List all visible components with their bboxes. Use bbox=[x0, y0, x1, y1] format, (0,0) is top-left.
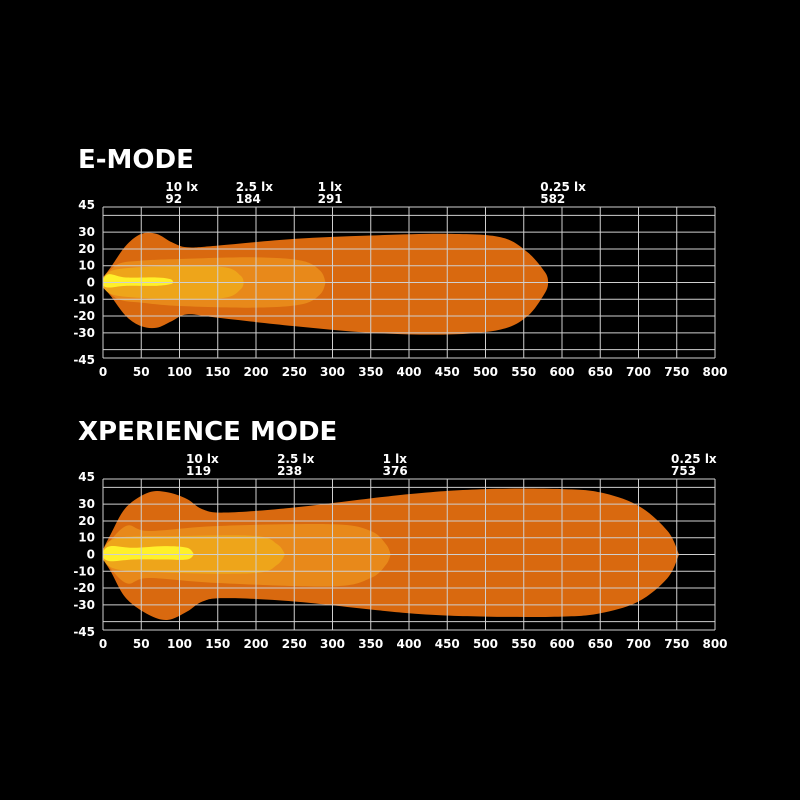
isolux-distance: 238 bbox=[277, 464, 302, 478]
isolux-contour-10-lx bbox=[103, 546, 195, 562]
isolux-label: 10 lx bbox=[186, 452, 219, 466]
x-tick-label: 650 bbox=[588, 365, 613, 379]
isolux-label: 1 lx bbox=[383, 452, 408, 466]
y-tick-label: 30 bbox=[78, 497, 95, 511]
isolux-distance: 92 bbox=[165, 192, 182, 206]
isolux-label: 2.5 lx bbox=[236, 180, 274, 194]
y-tick-label: 10 bbox=[78, 259, 95, 273]
y-tick-label: -45 bbox=[73, 625, 95, 639]
x-tick-label: 650 bbox=[588, 637, 613, 651]
isolux-label: 0.25 lx bbox=[671, 452, 717, 466]
x-tick-label: 750 bbox=[664, 637, 689, 651]
x-tick-label: 400 bbox=[396, 637, 421, 651]
x-tick-label: 250 bbox=[282, 637, 307, 651]
x-tick-label: 0 bbox=[99, 365, 107, 379]
y-tick-label: 45 bbox=[78, 470, 95, 484]
x-tick-label: 150 bbox=[205, 637, 230, 651]
y-tick-label: -45 bbox=[73, 353, 95, 367]
x-tick-label: 450 bbox=[435, 365, 460, 379]
y-tick-label: -30 bbox=[73, 598, 95, 612]
isolux-label: 10 lx bbox=[165, 180, 198, 194]
x-tick-label: 750 bbox=[664, 365, 689, 379]
y-tick-label: -10 bbox=[73, 564, 95, 578]
chart-title: E-MODE bbox=[78, 145, 194, 175]
x-tick-label: 200 bbox=[243, 365, 268, 379]
x-tick-label: 500 bbox=[473, 365, 498, 379]
isolux-distance: 184 bbox=[236, 192, 261, 206]
x-tick-label: 350 bbox=[358, 637, 383, 651]
isolux-distance: 291 bbox=[318, 192, 343, 206]
isolux-label: 1 lx bbox=[318, 180, 343, 194]
x-tick-label: 300 bbox=[320, 637, 345, 651]
isolux-distance: 119 bbox=[186, 464, 211, 478]
x-tick-label: 500 bbox=[473, 637, 498, 651]
x-tick-label: 800 bbox=[702, 365, 727, 379]
y-tick-label: 20 bbox=[78, 514, 95, 528]
x-tick-label: 300 bbox=[320, 365, 345, 379]
x-tick-label: 100 bbox=[167, 637, 192, 651]
x-tick-label: 250 bbox=[282, 365, 307, 379]
x-tick-label: 700 bbox=[626, 637, 651, 651]
y-tick-label: 20 bbox=[78, 242, 95, 256]
x-tick-label: 50 bbox=[133, 365, 150, 379]
x-tick-label: 800 bbox=[702, 637, 727, 651]
x-tick-label: 0 bbox=[99, 637, 107, 651]
chart-title: XPERIENCE MODE bbox=[78, 417, 337, 447]
y-tick-label: -20 bbox=[73, 581, 95, 595]
x-tick-label: 50 bbox=[133, 637, 150, 651]
x-tick-label: 600 bbox=[549, 637, 574, 651]
y-tick-label: -30 bbox=[73, 326, 95, 340]
x-tick-label: 350 bbox=[358, 365, 383, 379]
y-tick-label: 45 bbox=[78, 198, 95, 212]
isolux-distance: 582 bbox=[540, 192, 565, 206]
isolux-label: 2.5 lx bbox=[277, 452, 315, 466]
x-tick-label: 550 bbox=[511, 365, 536, 379]
x-tick-label: 600 bbox=[549, 365, 574, 379]
y-tick-label: -10 bbox=[73, 292, 95, 306]
isolux-label: 0.25 lx bbox=[540, 180, 586, 194]
isolux-contour-10-lx bbox=[103, 274, 174, 288]
x-tick-label: 150 bbox=[205, 365, 230, 379]
x-tick-label: 550 bbox=[511, 637, 536, 651]
isolux-distance: 376 bbox=[383, 464, 408, 478]
y-tick-label: 0 bbox=[87, 276, 95, 290]
x-tick-label: 450 bbox=[435, 637, 460, 651]
y-tick-label: 10 bbox=[78, 531, 95, 545]
x-tick-label: 100 bbox=[167, 365, 192, 379]
y-tick-label: 0 bbox=[87, 548, 95, 562]
x-tick-label: 200 bbox=[243, 637, 268, 651]
y-tick-label: -20 bbox=[73, 309, 95, 323]
y-tick-label: 30 bbox=[78, 225, 95, 239]
x-tick-label: 700 bbox=[626, 365, 651, 379]
isolux-distance: 753 bbox=[671, 464, 696, 478]
x-tick-label: 400 bbox=[396, 365, 421, 379]
